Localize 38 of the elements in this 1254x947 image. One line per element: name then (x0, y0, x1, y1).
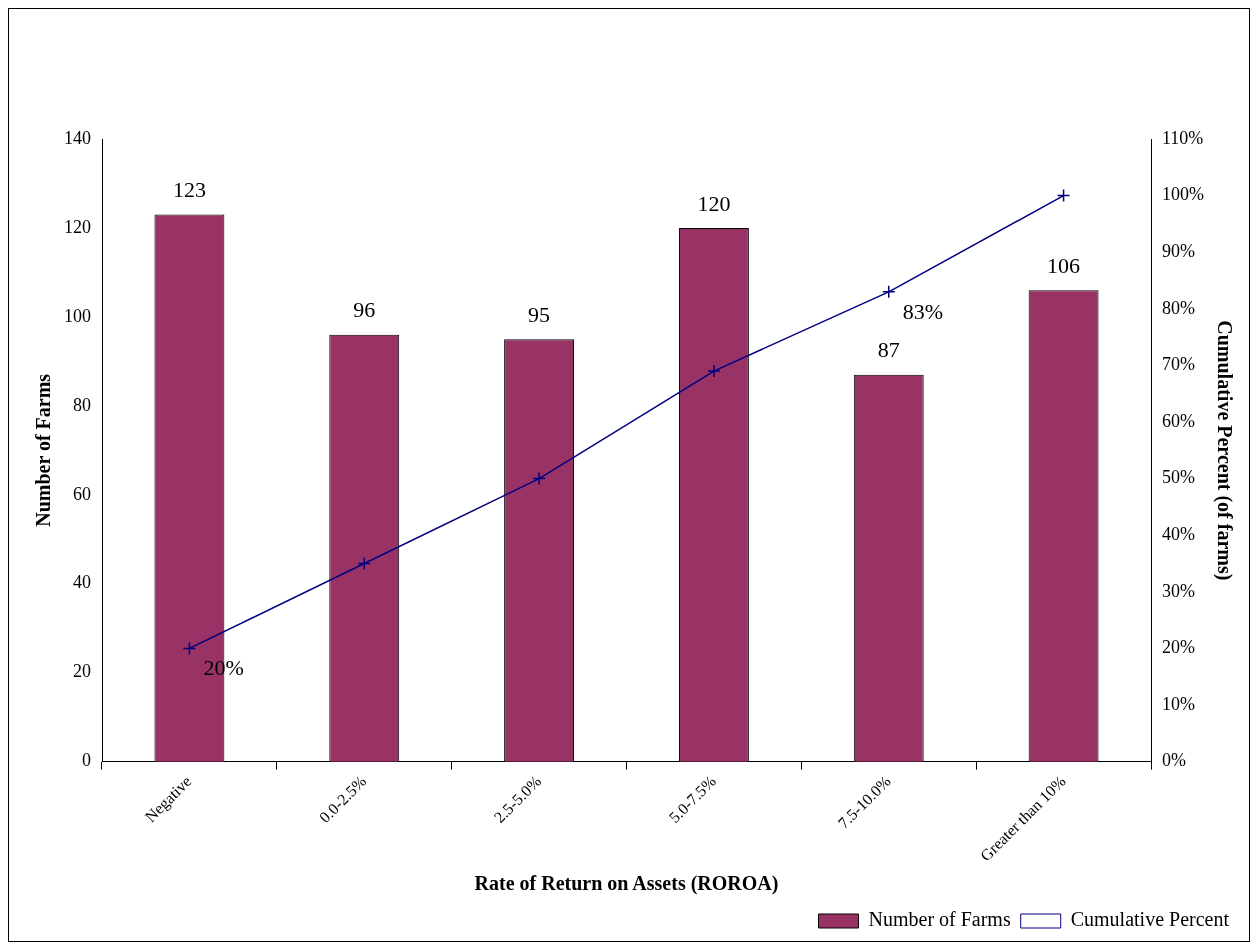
point (882, 285, 896, 299)
point (182, 641, 197, 656)
y-tick-label: 40 (73, 572, 91, 593)
data-label: 120 (697, 190, 731, 216)
data-label: 106 (1047, 252, 1081, 278)
y-tick-label: 120 (64, 216, 91, 237)
y-axis-title: Number of Farms (32, 373, 55, 527)
y2-tick-label: 80% (1162, 297, 1196, 318)
legend-label: Cumulative Percent (1070, 908, 1230, 931)
y2-tick-label: 20% (1162, 637, 1196, 658)
data-label: 83% (902, 298, 944, 324)
y-tick-label: 100 (64, 305, 91, 326)
point (707, 364, 721, 378)
y-tick-label: 140 (64, 127, 91, 148)
y2-tick-label: 70% (1162, 354, 1196, 375)
y2-tick-label: 50% (1162, 467, 1196, 488)
y2-tick-label: 0% (1162, 750, 1187, 771)
point (532, 471, 546, 486)
y2-tick-label: 60% (1162, 410, 1196, 431)
y-tick-label: 20 (73, 661, 91, 682)
legend-label: Number of Farms (868, 908, 1011, 931)
y-tick-label: 80 (73, 394, 91, 415)
y2-tick-label: 90% (1162, 240, 1196, 261)
y-tick-label: 60 (73, 483, 91, 504)
y2-axis-title: Cumulative Percent (of farms) (1212, 320, 1236, 581)
y2-tick-label: 30% (1162, 580, 1196, 601)
data-label: 123 (172, 177, 206, 203)
y2-tick-label: 100% (1162, 184, 1205, 205)
point (357, 556, 371, 571)
data-label: 96 (353, 297, 376, 323)
y2-tick-label: 40% (1162, 523, 1196, 544)
data-label: 95 (528, 301, 551, 327)
data-label: 87 (877, 337, 900, 363)
x-axis-title: Rate of Return on Assets (ROROA) (474, 872, 779, 896)
point (1056, 188, 1071, 203)
y-tick-label: 0 (82, 750, 91, 771)
y2-tick-label: 110% (1162, 127, 1204, 148)
y2-tick-label: 10% (1162, 693, 1196, 714)
